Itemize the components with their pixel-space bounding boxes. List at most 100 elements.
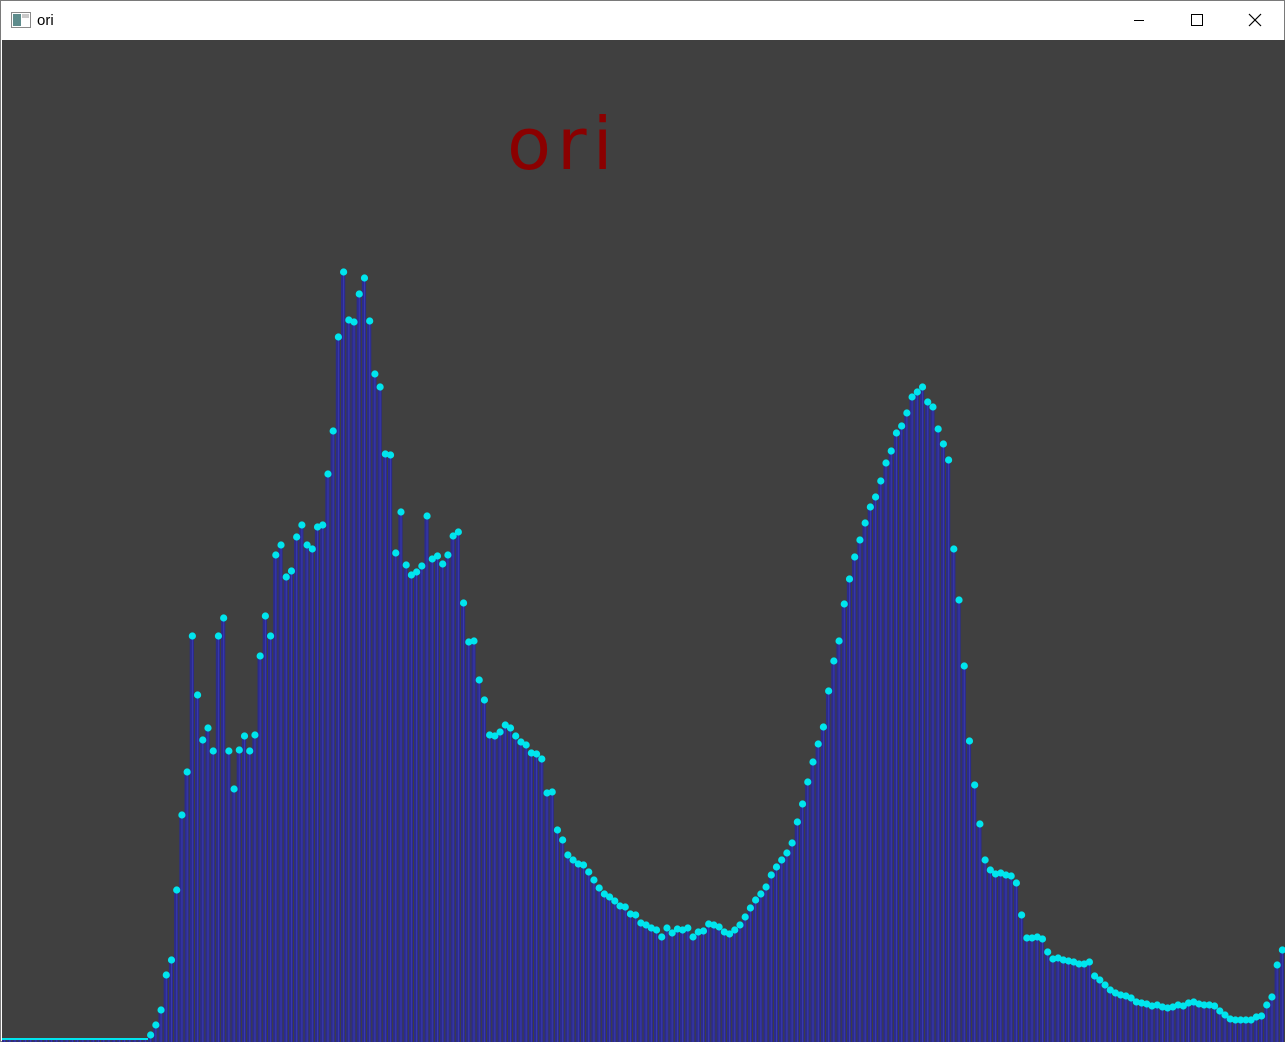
histogram-point-169 bbox=[882, 459, 890, 467]
histogram-point-39 bbox=[204, 724, 212, 732]
histogram-point-151 bbox=[788, 839, 796, 847]
histogram-point-49 bbox=[256, 652, 264, 660]
histogram-point-112 bbox=[585, 868, 593, 876]
histogram-point-113 bbox=[590, 876, 598, 884]
histogram-point-153 bbox=[798, 800, 807, 808]
maximize-button[interactable] bbox=[1168, 1, 1226, 39]
histogram-point-76 bbox=[397, 508, 405, 516]
histogram-point-81 bbox=[423, 512, 431, 520]
histogram-point-165 bbox=[861, 519, 869, 527]
histogram-point-137 bbox=[715, 923, 723, 931]
histogram-point-86 bbox=[449, 532, 457, 540]
histogram-point-145 bbox=[757, 890, 765, 898]
histogram-point-29 bbox=[152, 1021, 160, 1029]
histogram-point-166 bbox=[866, 503, 874, 511]
histogram-point-97 bbox=[506, 724, 515, 732]
histogram-point-173 bbox=[903, 409, 911, 417]
histogram-point-234 bbox=[1221, 1011, 1229, 1019]
histogram-point-128 bbox=[668, 929, 676, 937]
histogram-bar-140 bbox=[732, 930, 737, 1042]
histogram-point-185 bbox=[965, 737, 974, 745]
histogram-point-108 bbox=[564, 851, 572, 859]
minimize-button[interactable] bbox=[1110, 1, 1168, 39]
histogram-point-208 bbox=[1085, 958, 1094, 966]
histogram-point-230 bbox=[1200, 1001, 1208, 1009]
histogram-bar-111 bbox=[580, 865, 586, 1042]
histogram-point-144 bbox=[752, 896, 760, 904]
histogram-point-36 bbox=[188, 632, 196, 640]
histogram-point-211 bbox=[1101, 981, 1109, 989]
histogram-point-210 bbox=[1096, 976, 1104, 984]
histogram-point-131 bbox=[684, 924, 692, 932]
histogram-point-74 bbox=[386, 451, 395, 459]
histogram-point-44 bbox=[230, 785, 238, 793]
histogram-point-46 bbox=[240, 732, 249, 740]
histogram-point-80 bbox=[418, 562, 426, 570]
histogram-point-37 bbox=[193, 691, 202, 699]
histogram-point-78 bbox=[407, 571, 416, 579]
histogram-point-236 bbox=[1231, 1016, 1240, 1024]
histogram-point-148 bbox=[772, 863, 781, 871]
histogram-point-239 bbox=[1247, 1016, 1255, 1024]
histogram-point-175 bbox=[913, 388, 921, 396]
histogram-point-103 bbox=[538, 755, 546, 763]
histogram-point-180 bbox=[939, 440, 947, 448]
histogram-point-176 bbox=[918, 383, 927, 391]
histogram-point-200 bbox=[1044, 948, 1052, 956]
histogram-point-48 bbox=[251, 731, 259, 739]
histogram-point-232 bbox=[1210, 1002, 1219, 1010]
histogram-point-152 bbox=[793, 818, 801, 826]
histogram-point-245 bbox=[1278, 946, 1285, 954]
histogram-point-79 bbox=[413, 568, 421, 576]
histogram-point-237 bbox=[1237, 1016, 1245, 1024]
histogram-point-242 bbox=[1263, 1001, 1271, 1009]
histogram-point-123 bbox=[642, 921, 650, 929]
histogram-point-212 bbox=[1106, 986, 1114, 994]
histogram-point-116 bbox=[606, 893, 614, 901]
histogram-bar-138 bbox=[721, 932, 726, 1042]
histogram-point-100 bbox=[522, 741, 530, 749]
close-button[interactable] bbox=[1226, 1, 1284, 39]
histogram-point-30 bbox=[157, 1006, 165, 1014]
histogram-point-58 bbox=[303, 541, 311, 549]
histogram-point-106 bbox=[553, 826, 562, 834]
histogram-point-184 bbox=[960, 662, 968, 670]
histogram-bar-120 bbox=[627, 914, 633, 1042]
histogram-point-59 bbox=[308, 545, 316, 553]
histogram-point-158 bbox=[825, 687, 833, 695]
histogram-point-183 bbox=[955, 596, 963, 604]
histogram-point-159 bbox=[830, 657, 838, 665]
app-window-icon bbox=[11, 12, 31, 28]
histogram-point-47 bbox=[246, 747, 254, 755]
histogram-point-91 bbox=[475, 676, 483, 684]
histogram-bar-149 bbox=[779, 860, 784, 1042]
histogram-bar-87 bbox=[455, 532, 460, 1042]
histogram-point-178 bbox=[929, 403, 937, 411]
histogram-point-164 bbox=[856, 536, 864, 544]
histogram-bar-233 bbox=[1217, 1011, 1222, 1042]
maximize-icon bbox=[1191, 14, 1203, 26]
histogram-bar-226 bbox=[1180, 1006, 1185, 1042]
histogram-point-95 bbox=[496, 728, 504, 736]
histogram-point-82 bbox=[428, 555, 436, 563]
histogram-point-92 bbox=[480, 696, 489, 704]
histogram-point-121 bbox=[632, 911, 640, 919]
minimize-icon bbox=[1134, 20, 1144, 21]
histogram-point-163 bbox=[851, 553, 859, 561]
histogram-point-125 bbox=[652, 926, 661, 934]
window-controls bbox=[1110, 1, 1284, 39]
histogram-chart: ori bbox=[2, 102, 1285, 1042]
histogram-point-105 bbox=[548, 788, 556, 796]
chart-title: ori bbox=[507, 102, 619, 186]
histogram-point-186 bbox=[971, 781, 979, 789]
histogram-point-243 bbox=[1268, 993, 1276, 1001]
histogram-point-155 bbox=[809, 758, 817, 766]
window-title: ori bbox=[37, 11, 54, 29]
histogram-point-170 bbox=[887, 447, 895, 455]
histogram-point-119 bbox=[621, 903, 629, 911]
title-bar[interactable]: ori bbox=[1, 1, 1284, 39]
histogram-point-75 bbox=[392, 549, 400, 557]
histogram-bar-160 bbox=[836, 641, 841, 1042]
histogram-point-187 bbox=[976, 820, 984, 828]
histogram-point-90 bbox=[470, 637, 478, 645]
